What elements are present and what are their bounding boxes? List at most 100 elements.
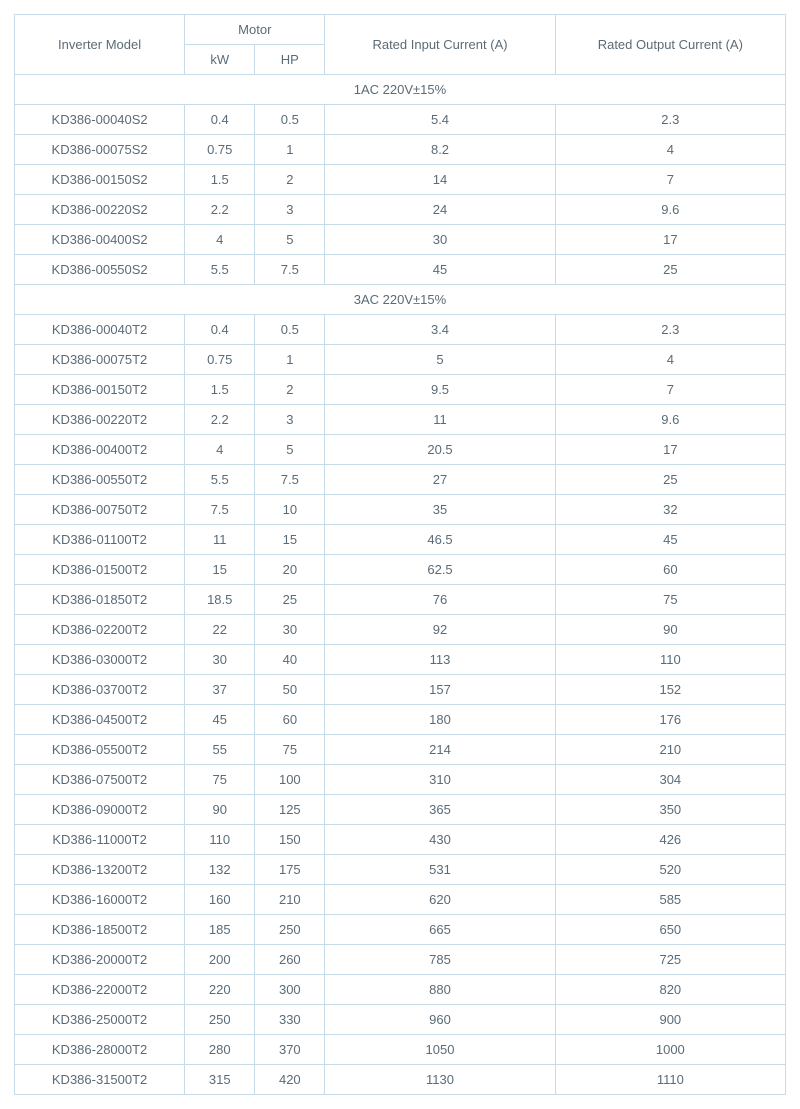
cell-in: 9.5 bbox=[325, 375, 555, 405]
cell-in: 214 bbox=[325, 735, 555, 765]
cell-model: KD386-00075S2 bbox=[15, 135, 185, 165]
table-row: KD386-03000T23040113110 bbox=[15, 645, 786, 675]
cell-hp: 1 bbox=[255, 345, 325, 375]
cell-hp: 5 bbox=[255, 435, 325, 465]
cell-out: 1110 bbox=[555, 1065, 785, 1095]
cell-kw: 1.5 bbox=[185, 375, 255, 405]
cell-in: 785 bbox=[325, 945, 555, 975]
cell-out: 4 bbox=[555, 135, 785, 165]
header-model: Inverter Model bbox=[15, 15, 185, 75]
cell-kw: 30 bbox=[185, 645, 255, 675]
cell-hp: 300 bbox=[255, 975, 325, 1005]
cell-model: KD386-22000T2 bbox=[15, 975, 185, 1005]
header-hp: HP bbox=[255, 45, 325, 75]
cell-hp: 210 bbox=[255, 885, 325, 915]
table-row: KD386-25000T2250330960900 bbox=[15, 1005, 786, 1035]
cell-out: 725 bbox=[555, 945, 785, 975]
cell-kw: 75 bbox=[185, 765, 255, 795]
cell-hp: 60 bbox=[255, 705, 325, 735]
cell-model: KD386-00750T2 bbox=[15, 495, 185, 525]
cell-out: 90 bbox=[555, 615, 785, 645]
section-title-row: 3AC 220V±15% bbox=[15, 285, 786, 315]
table-row: KD386-01500T2152062.560 bbox=[15, 555, 786, 585]
cell-hp: 370 bbox=[255, 1035, 325, 1065]
cell-kw: 0.75 bbox=[185, 135, 255, 165]
cell-out: 75 bbox=[555, 585, 785, 615]
cell-model: KD386-00040T2 bbox=[15, 315, 185, 345]
table-row: KD386-03700T23750157152 bbox=[15, 675, 786, 705]
section-title-row: 1AC 220V±15% bbox=[15, 75, 786, 105]
cell-out: 9.6 bbox=[555, 405, 785, 435]
cell-out: 1000 bbox=[555, 1035, 785, 1065]
cell-hp: 260 bbox=[255, 945, 325, 975]
cell-in: 5 bbox=[325, 345, 555, 375]
table-row: KD386-00150T21.529.57 bbox=[15, 375, 786, 405]
cell-model: KD386-00040S2 bbox=[15, 105, 185, 135]
cell-model: KD386-28000T2 bbox=[15, 1035, 185, 1065]
table-row: KD386-04500T24560180176 bbox=[15, 705, 786, 735]
cell-hp: 175 bbox=[255, 855, 325, 885]
cell-in: 880 bbox=[325, 975, 555, 1005]
cell-out: 520 bbox=[555, 855, 785, 885]
cell-model: KD386-01850T2 bbox=[15, 585, 185, 615]
cell-out: 17 bbox=[555, 435, 785, 465]
cell-hp: 7.5 bbox=[255, 465, 325, 495]
cell-out: 4 bbox=[555, 345, 785, 375]
cell-in: 180 bbox=[325, 705, 555, 735]
table-row: KD386-00400S2453017 bbox=[15, 225, 786, 255]
cell-model: KD386-02200T2 bbox=[15, 615, 185, 645]
cell-model: KD386-18500T2 bbox=[15, 915, 185, 945]
cell-kw: 55 bbox=[185, 735, 255, 765]
cell-in: 157 bbox=[325, 675, 555, 705]
header-kw: kW bbox=[185, 45, 255, 75]
cell-hp: 330 bbox=[255, 1005, 325, 1035]
cell-kw: 185 bbox=[185, 915, 255, 945]
cell-in: 365 bbox=[325, 795, 555, 825]
cell-kw: 37 bbox=[185, 675, 255, 705]
table-row: KD386-00150S21.52147 bbox=[15, 165, 786, 195]
cell-hp: 5 bbox=[255, 225, 325, 255]
cell-model: KD386-00220S2 bbox=[15, 195, 185, 225]
cell-out: 585 bbox=[555, 885, 785, 915]
cell-in: 1050 bbox=[325, 1035, 555, 1065]
cell-in: 310 bbox=[325, 765, 555, 795]
table-row: KD386-00220T22.23119.6 bbox=[15, 405, 786, 435]
cell-in: 76 bbox=[325, 585, 555, 615]
cell-kw: 200 bbox=[185, 945, 255, 975]
cell-model: KD386-03700T2 bbox=[15, 675, 185, 705]
cell-in: 14 bbox=[325, 165, 555, 195]
cell-in: 5.4 bbox=[325, 105, 555, 135]
cell-model: KD386-00550S2 bbox=[15, 255, 185, 285]
cell-kw: 5.5 bbox=[185, 255, 255, 285]
cell-in: 8.2 bbox=[325, 135, 555, 165]
table-row: KD386-02200T222309290 bbox=[15, 615, 786, 645]
cell-model: KD386-00150S2 bbox=[15, 165, 185, 195]
cell-kw: 45 bbox=[185, 705, 255, 735]
cell-kw: 0.4 bbox=[185, 315, 255, 345]
header-input: Rated Input Current (A) bbox=[325, 15, 555, 75]
cell-out: 7 bbox=[555, 165, 785, 195]
cell-model: KD386-00400S2 bbox=[15, 225, 185, 255]
cell-model: KD386-01100T2 bbox=[15, 525, 185, 555]
cell-in: 24 bbox=[325, 195, 555, 225]
cell-hp: 15 bbox=[255, 525, 325, 555]
cell-out: 176 bbox=[555, 705, 785, 735]
cell-kw: 4 bbox=[185, 435, 255, 465]
cell-out: 650 bbox=[555, 915, 785, 945]
cell-out: 9.6 bbox=[555, 195, 785, 225]
table-row: KD386-00075S20.7518.24 bbox=[15, 135, 786, 165]
table-body: 1AC 220V±15%KD386-00040S20.40.55.42.3KD3… bbox=[15, 75, 786, 1095]
table-row: KD386-11000T2110150430426 bbox=[15, 825, 786, 855]
cell-model: KD386-07500T2 bbox=[15, 765, 185, 795]
cell-in: 30 bbox=[325, 225, 555, 255]
table-row: KD386-00550S25.57.54525 bbox=[15, 255, 786, 285]
table-row: KD386-28000T228037010501000 bbox=[15, 1035, 786, 1065]
cell-hp: 2 bbox=[255, 165, 325, 195]
table-row: KD386-22000T2220300880820 bbox=[15, 975, 786, 1005]
cell-kw: 160 bbox=[185, 885, 255, 915]
cell-out: 820 bbox=[555, 975, 785, 1005]
cell-kw: 1.5 bbox=[185, 165, 255, 195]
cell-hp: 7.5 bbox=[255, 255, 325, 285]
table-row: KD386-18500T2185250665650 bbox=[15, 915, 786, 945]
cell-model: KD386-09000T2 bbox=[15, 795, 185, 825]
